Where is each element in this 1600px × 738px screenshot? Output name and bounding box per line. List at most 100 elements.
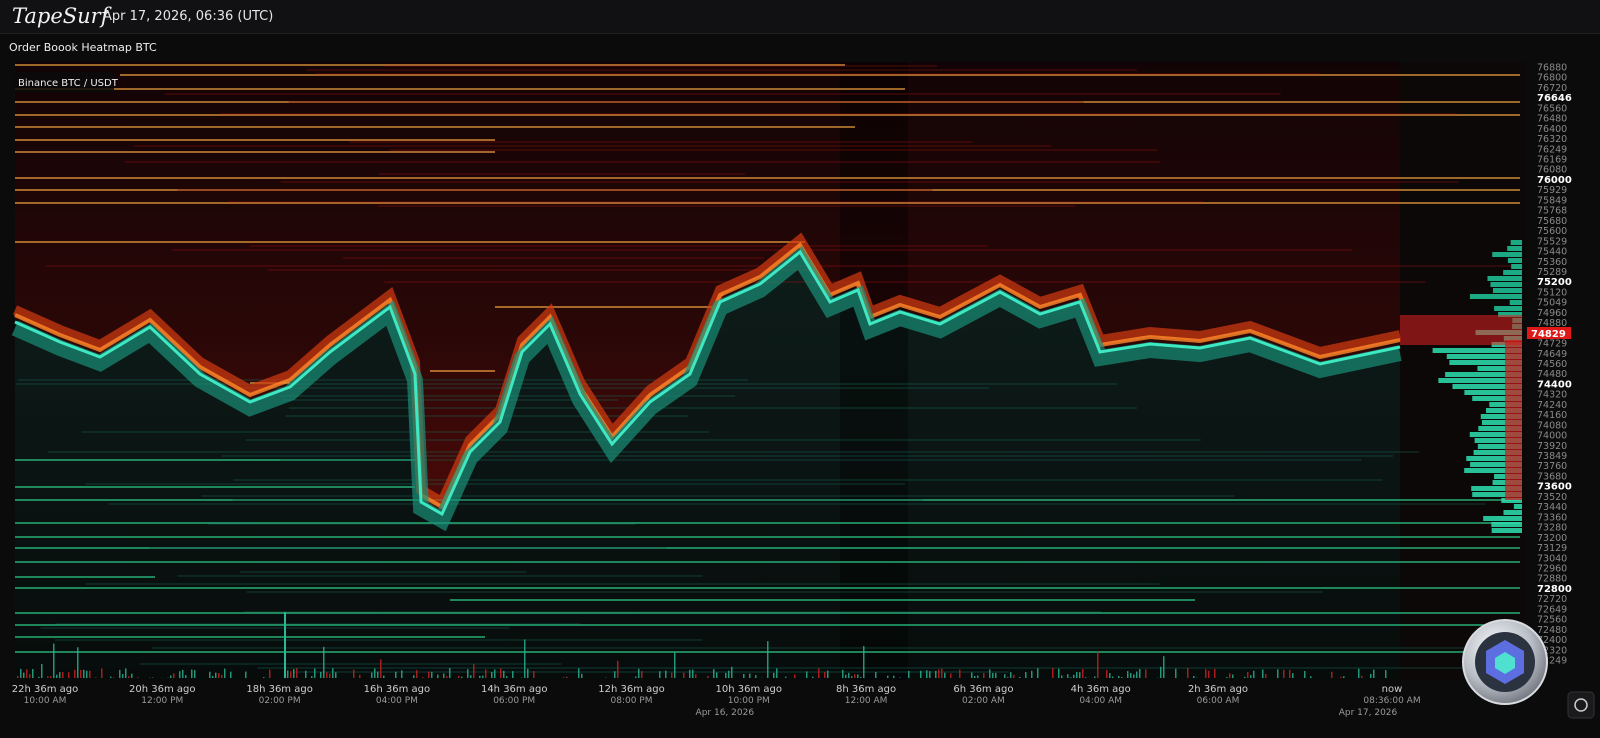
volume-bar [1127,671,1129,678]
volume-bar [1073,674,1075,678]
volume-bar [485,669,487,678]
price-tick-label: 76080 [1537,165,1567,176]
volume-bar [74,669,76,678]
volume-bar [305,670,307,678]
time-ago-label: 22h 36m ago [12,684,78,695]
volume-bar [428,671,430,678]
price-tick-label: 74080 [1537,420,1567,431]
volume-bar [269,669,271,678]
price-tick-label: 75200 [1537,277,1572,288]
volume-bar [101,668,103,678]
volume-bar [218,673,220,678]
ask-edge [14,242,1401,510]
bid-depth [1503,510,1522,515]
volume-bar [335,672,337,678]
price-tick-label: 76000 [1537,175,1572,186]
volume-bar [926,670,928,678]
volume-bar [296,668,298,678]
volume-bar [47,676,49,678]
bid-depth [1466,456,1522,461]
current-price-badge [1527,327,1571,339]
time-ago-label: 12h 36m ago [598,684,664,695]
volume-bar [674,652,676,678]
volume-bar [1112,676,1114,678]
volume-bar [320,671,322,678]
volume-bar [563,677,565,678]
volume-bar [992,673,994,678]
price-tick-label: 72880 [1537,574,1567,585]
volume-bar [113,677,115,678]
price-tick-label: 74400 [1537,379,1572,390]
price-tick-label: 72800 [1537,584,1572,595]
price-tick-label: 73600 [1537,482,1572,493]
volume-bar [824,671,826,678]
time-ago-label: 14h 36m ago [481,684,547,695]
volume-bar [863,646,865,678]
volume-bar [638,668,640,678]
volume-bar [371,672,373,678]
volume-bar [929,671,931,678]
price-tick-label: 73280 [1537,523,1567,534]
volume-bar [1385,670,1387,678]
time-ago-label: 4h 36m ago [1071,684,1131,695]
refresh-box [1567,691,1595,719]
volume-bar [728,670,730,678]
price-tick-label: 74880 [1537,318,1567,329]
price-tick-label: 74160 [1537,410,1567,421]
ask-depth [1487,276,1522,281]
volume-bar [848,672,850,678]
refresh-button[interactable] [1567,691,1595,719]
volume-bar [56,674,58,678]
volume-bar [170,675,172,678]
volume-bar [359,674,361,678]
volume-bar [1289,669,1291,678]
price-tick-label: 75049 [1537,298,1567,309]
volume-bar [1331,671,1333,678]
price-tick-label: 76320 [1537,134,1567,145]
bid-depth [1471,486,1522,491]
price-tick-label: 72560 [1537,615,1567,626]
volume-bar [209,671,211,678]
volume-bar [1052,668,1054,678]
bid-depth [1474,438,1522,443]
coin-logo[interactable] [1462,619,1548,705]
time-label: 02:00 AM [962,696,1005,706]
price-tick-label: 75289 [1537,267,1567,278]
volume-bar [665,670,667,678]
volume-bar [59,672,61,678]
volume-bar [857,674,859,678]
bid-depth [1469,432,1522,437]
volume-bar [413,675,415,678]
volume-bar [1118,675,1120,678]
volume-bar [491,672,493,678]
volume-bar [1193,675,1195,678]
price-tick-label: 76169 [1537,155,1567,166]
volume-bar [1292,673,1294,678]
price-tick-label: 75849 [1537,195,1567,206]
ask-depth [1469,294,1522,299]
price-tick-label: 75529 [1537,236,1567,247]
volume-bar [1343,676,1345,678]
volume-bar [920,670,922,678]
volume-bar [1094,676,1096,678]
logo[interactable]: TapeSurf [12,4,109,28]
volume-bar [707,675,709,678]
price-tick-label: 76480 [1537,114,1567,125]
volume-bar [263,677,265,678]
volume-bar [245,671,247,678]
volume-bar [329,673,331,678]
volume-bar [941,668,943,678]
volume-bar [1130,673,1132,678]
price-tick-label: 73520 [1537,492,1567,503]
volume-bar [479,675,481,678]
volume-bar [1025,672,1027,678]
volume-bar [1310,676,1312,678]
coin-inner [1495,652,1515,674]
ask-glow [12,232,1402,510]
price-tick-label: 73200 [1537,533,1567,544]
price-tick-label: 74000 [1537,431,1567,442]
price-tick-label: 73760 [1537,461,1567,472]
time-label: 12:00 AM [845,696,888,706]
current-price-label: 74829 [1531,329,1566,340]
